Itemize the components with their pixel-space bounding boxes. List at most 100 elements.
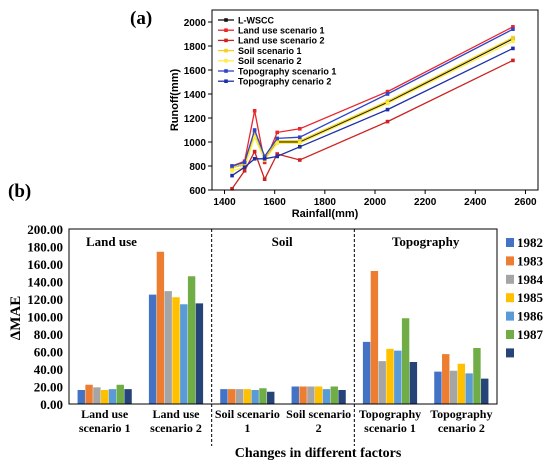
series-point-2 xyxy=(230,187,234,191)
series-point-1 xyxy=(297,127,302,131)
legend-swatch-b xyxy=(506,330,514,339)
y-tick-label-a: 1600 xyxy=(184,66,207,77)
bar-series-6 xyxy=(124,389,132,404)
y-tick-label-b: 140.00 xyxy=(27,275,63,290)
legend-marker-a xyxy=(224,28,228,32)
plot-b-frame xyxy=(68,228,498,405)
y-tick-label-b: 0.00 xyxy=(40,397,63,412)
bar-1985 xyxy=(457,363,466,404)
series-point-1 xyxy=(252,109,257,113)
series-point-4 xyxy=(275,141,279,145)
category-label: cenario 2 xyxy=(438,421,485,435)
category-label: 1 xyxy=(244,421,250,435)
series-point-3 xyxy=(252,130,257,135)
series-point-5 xyxy=(511,27,515,31)
legend-marker-a xyxy=(224,38,228,43)
bar-1986 xyxy=(108,389,117,404)
category-label: Topography xyxy=(359,407,421,421)
bar-1983 xyxy=(156,251,165,404)
y-tick-label-b: 160.00 xyxy=(27,257,63,272)
y-tick-label-a: 1200 xyxy=(184,114,207,125)
series-point-2 xyxy=(511,58,515,63)
legend-label-a: Soil scenario 2 xyxy=(238,56,302,66)
y-tick-label-b: 200.00 xyxy=(27,222,63,237)
series-point-3 xyxy=(275,139,279,143)
series-point-6 xyxy=(230,173,234,178)
bar-1984 xyxy=(378,361,386,404)
legend-label-a: Land use scenario 2 xyxy=(238,36,325,46)
legend-swatch-b xyxy=(506,256,514,266)
legend-label-b: 1987 xyxy=(517,327,544,342)
legend-marker-a xyxy=(224,69,228,73)
series-point-2 xyxy=(262,177,267,181)
legend-marker-a xyxy=(224,48,228,53)
panel-a-label: (a) xyxy=(130,8,152,29)
bar-chart-panel-b: 0.00 20.00 40.00 60.00 80.00 100.00 120.00 140.… xyxy=(8,222,544,461)
y-tick-label-a: 2000 xyxy=(184,18,207,29)
bar-1985 xyxy=(100,390,109,404)
legend-swatch-b xyxy=(506,238,514,247)
bar-1982 xyxy=(362,341,371,404)
bar-1983 xyxy=(228,389,236,404)
series-point-5 xyxy=(385,92,390,96)
y-tick-label-b: 120.00 xyxy=(27,292,63,307)
x-tick-label-a: 1600 xyxy=(264,197,287,208)
bar-1982 xyxy=(434,371,442,404)
series-point-1 xyxy=(275,130,279,135)
legend-label-a: Land use scenario 1 xyxy=(238,26,325,36)
legend-label-a: Topography cenario 2 xyxy=(238,77,331,87)
y-tick-label-a: 1400 xyxy=(184,90,207,101)
y-tick-label-a: 800 xyxy=(189,162,206,173)
y-tick-label-b: 60.00 xyxy=(34,345,63,360)
series-point-5 xyxy=(275,136,279,141)
category-label: Topography xyxy=(430,407,492,421)
x-tick-label-a: 2200 xyxy=(414,197,437,208)
y-tick-label-a: 600 xyxy=(189,186,206,197)
bar-1984 xyxy=(93,387,101,404)
series-point-4 xyxy=(252,135,257,139)
line-chart-panel-a: 600 800 1000 1200 1400 1600 1800 2000 1400 1600 18… xyxy=(169,9,550,220)
bar-1987 xyxy=(187,276,196,404)
bar-1986 xyxy=(394,350,402,404)
legend-swatch-b xyxy=(506,348,514,358)
bar-1987 xyxy=(116,384,124,404)
series-point-6 xyxy=(242,165,247,169)
series-point-3 xyxy=(297,139,302,143)
bar-1986 xyxy=(465,373,473,404)
bar-1985 xyxy=(314,386,323,404)
legend-label-b: 1984 xyxy=(517,272,544,287)
series-point-1 xyxy=(511,25,515,29)
category-label: Soil scenario xyxy=(215,407,280,421)
series-point-4 xyxy=(511,39,515,43)
legend-marker-a xyxy=(224,18,228,22)
legend-label-a: L-WSCC xyxy=(238,15,274,25)
bar-1987 xyxy=(259,388,267,404)
series-point-6 xyxy=(297,145,302,149)
y-tick-label-b: 180.00 xyxy=(27,240,63,255)
series-line-3 xyxy=(231,37,514,168)
panel-b-label: (b) xyxy=(8,181,31,202)
bar-1985 xyxy=(386,348,394,404)
bar-1985 xyxy=(172,297,180,404)
bar-1982 xyxy=(148,294,157,404)
x-tick-label-a: 2600 xyxy=(514,197,537,208)
series-point-3 xyxy=(242,163,247,167)
series-point-1 xyxy=(262,160,267,165)
legend-label-a: Topography scenario 1 xyxy=(238,66,336,76)
bar-1983 xyxy=(370,271,379,404)
group-label: Land use xyxy=(86,234,137,249)
category-label: Land use xyxy=(81,407,129,421)
bar-1984 xyxy=(164,291,172,404)
y-tick-label-a: 1800 xyxy=(184,42,207,53)
series-point-5 xyxy=(297,135,302,139)
panel-b-y-axis-label: ΔMAE xyxy=(8,296,24,340)
series-point-5 xyxy=(242,160,247,165)
x-tick-label-a: 1800 xyxy=(314,197,337,208)
series-line-5 xyxy=(231,28,514,167)
y-tick-label-b: 80.00 xyxy=(34,327,63,342)
series-point-6 xyxy=(262,157,267,161)
bar-1987 xyxy=(330,386,338,404)
panel-b-x-axis-label: Changes in different factors xyxy=(235,446,402,461)
series-point-6 xyxy=(511,46,515,51)
series-point-3 xyxy=(385,99,390,103)
